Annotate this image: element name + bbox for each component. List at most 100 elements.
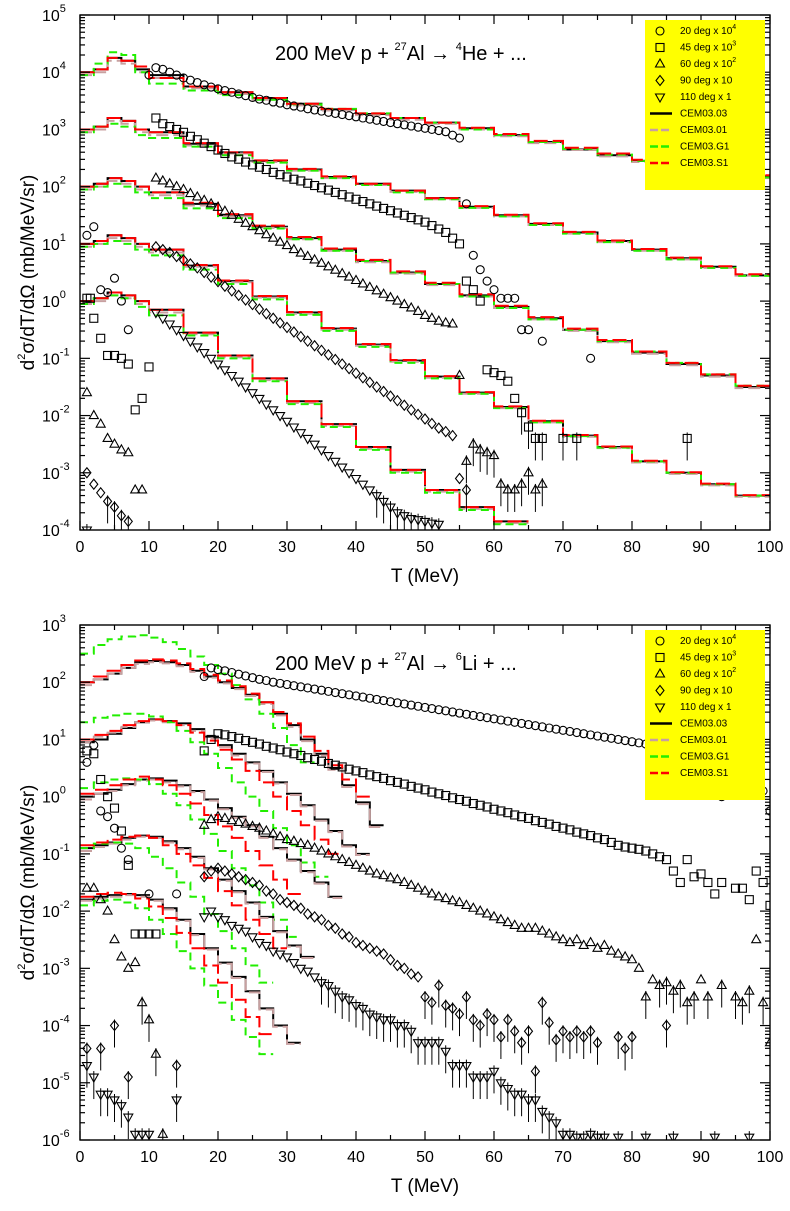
data-point-series-1 <box>496 806 506 816</box>
x-tick-label: 80 <box>623 1149 641 1166</box>
data-point-series-1 <box>454 239 465 249</box>
data-point-series-2 <box>336 853 348 864</box>
data-point-series-2 <box>136 996 148 1007</box>
data-point-series-1 <box>310 754 320 765</box>
data-point-series-1 <box>199 746 209 756</box>
data-point-series-1 <box>496 370 506 381</box>
data-point-series-1 <box>544 819 554 829</box>
y-tick-label: 105 <box>42 3 66 25</box>
data-point-series-3 <box>296 330 306 343</box>
data-point-series-1 <box>247 160 258 170</box>
data-point-series-2 <box>309 253 321 264</box>
data-point-series-2 <box>288 835 300 845</box>
data-point-series-3 <box>206 865 216 877</box>
data-point-series-4 <box>274 412 286 422</box>
data-point-series-3 <box>268 888 278 900</box>
data-point-series-2 <box>447 317 459 328</box>
data-point-series-1 <box>385 776 396 786</box>
data-point-series-1 <box>730 883 741 893</box>
data-point-series-3 <box>565 1031 575 1043</box>
data-point-series-3 <box>316 913 327 926</box>
data-point-series-2 <box>578 939 590 949</box>
data-point-series-1 <box>144 362 154 372</box>
model-line-cem03-g1-series-1 <box>80 712 329 878</box>
model-line-cem03-s1-series-0 <box>80 56 770 177</box>
data-point-series-0 <box>496 715 506 725</box>
data-point-series-0 <box>213 84 223 94</box>
y-tick-label: 10-2 <box>42 899 70 921</box>
data-point-series-1 <box>682 855 692 865</box>
data-point-series-4 <box>357 1004 369 1015</box>
data-point-series-4 <box>247 389 258 399</box>
data-point-series-1 <box>199 138 209 148</box>
data-point-series-0 <box>254 674 264 684</box>
data-point-series-2 <box>274 236 286 246</box>
legend: 20 deg x 104 45 deg x 103 60 deg x 102 90 d… <box>645 20 765 190</box>
data-point-series-3 <box>440 425 451 438</box>
data-point-series-1 <box>448 233 458 243</box>
data-point-series-4 <box>419 517 431 528</box>
data-point-series-2 <box>619 950 631 961</box>
data-point-series-1 <box>130 405 140 415</box>
data-point-series-3 <box>503 1013 513 1026</box>
model-line-cem03-s1-series-0 <box>80 658 370 798</box>
lithium-6-panel: 0 10 20 30 40 50 60 70 80 90 100 10-6 10-5 10-4 10-3 10… <box>16 613 783 1197</box>
model-line-cem03-s1-series-2 <box>80 177 770 387</box>
model-line-cem03-01-series-3 <box>80 237 770 498</box>
data-point-series-4 <box>329 987 341 998</box>
data-point-series-0 <box>172 889 182 899</box>
data-point-series-2 <box>81 882 93 892</box>
data-point-series-1 <box>461 276 471 286</box>
data-point-series-4 <box>426 1039 438 1049</box>
data-point-series-3 <box>530 1065 541 1078</box>
data-point-series-1 <box>399 779 409 789</box>
data-point-series-1 <box>448 793 458 803</box>
data-point-series-1 <box>289 749 299 759</box>
data-point-series-4 <box>585 1130 597 1140</box>
data-point-series-1 <box>406 213 416 223</box>
data-point-series-2 <box>247 820 258 830</box>
data-point-series-1 <box>503 808 513 818</box>
data-point-series-4 <box>371 492 383 502</box>
data-point-series-3 <box>661 1019 672 1032</box>
data-point-series-1 <box>413 215 423 225</box>
data-point-series-4 <box>454 1062 465 1072</box>
data-point-series-1 <box>351 766 361 776</box>
data-point-series-0 <box>606 733 616 743</box>
data-point-series-2 <box>191 190 203 201</box>
data-point-series-2 <box>150 1048 162 1058</box>
data-point-series-0 <box>316 106 327 116</box>
data-point-series-3 <box>551 1033 561 1046</box>
data-point-series-2 <box>88 409 100 420</box>
data-point-series-2 <box>171 180 183 191</box>
model-line-cem03-01-series-3 <box>80 835 315 960</box>
data-point-series-4 <box>412 1039 424 1049</box>
data-point-series-1 <box>634 844 644 854</box>
y-tick-label: 10-3 <box>42 956 70 978</box>
data-point-series-3 <box>233 289 244 302</box>
data-point-series-4 <box>212 913 224 923</box>
data-point-series-4 <box>398 1022 410 1032</box>
data-point-series-2 <box>329 264 341 274</box>
data-point-series-0 <box>413 122 423 132</box>
data-point-series-2 <box>447 894 459 905</box>
data-point-series-3 <box>378 948 389 960</box>
data-point-series-2 <box>157 1128 169 1138</box>
data-point-series-0 <box>420 702 430 712</box>
data-point-series-2 <box>378 288 390 298</box>
data-point-series-2 <box>205 197 217 208</box>
y-axis-title: d2σ/dT/dΩ (mb/MeV/sr) <box>16 785 39 981</box>
data-point-series-0 <box>303 683 313 693</box>
legend-box <box>645 630 765 800</box>
data-point-series-3 <box>344 362 354 375</box>
model-line-cem03-03-series-1 <box>80 718 370 855</box>
x-tick-label: 50 <box>416 539 434 556</box>
data-point-series-3 <box>199 266 209 279</box>
data-point-series-3 <box>247 876 258 889</box>
data-point-series-2 <box>454 896 465 907</box>
data-point-series-3 <box>365 942 375 955</box>
data-point-series-4 <box>378 1016 390 1026</box>
data-point-series-2 <box>122 962 134 972</box>
data-point-series-4 <box>219 916 231 926</box>
data-point-series-4 <box>198 349 210 359</box>
